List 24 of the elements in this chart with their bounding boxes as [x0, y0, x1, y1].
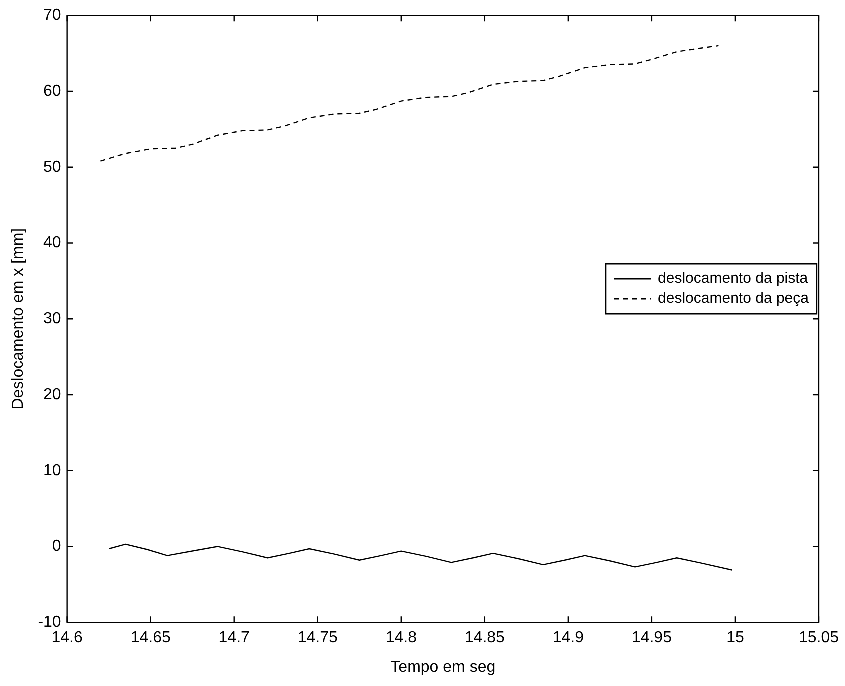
y-tick-label: 50	[44, 158, 62, 176]
x-tick-label: 14.9	[552, 630, 584, 647]
x-axis-title: Tempo em seg	[390, 658, 496, 676]
y-tick-label: 10	[44, 462, 62, 480]
x-tick-label: 14.6	[52, 630, 83, 647]
y-tick-label: 70	[44, 7, 62, 24]
x-tick-label: 14.7	[218, 630, 250, 647]
x-tick-label: 15.05	[798, 630, 840, 647]
x-tick-label: 15	[726, 630, 744, 647]
x-tick-label: 14.8	[386, 630, 418, 647]
x-tick-label: 14.95	[632, 630, 672, 647]
y-tick-label: 0	[52, 538, 62, 556]
y-tick-label: 30	[44, 310, 62, 328]
legend-label: deslocamento da pista	[658, 270, 809, 288]
x-tick-label: 14.65	[130, 630, 171, 647]
line-series	[100, 45, 720, 162]
y-tick-label: 20	[44, 386, 62, 404]
y-tick-label: -10	[38, 614, 62, 632]
y-axis-title: Deslocamento em x [mm]	[10, 228, 28, 410]
x-tick-label: 14.85	[464, 630, 506, 647]
y-tick-label: 40	[44, 234, 62, 252]
legend-label: deslocamento da peça	[658, 290, 810, 308]
y-tick-label: 60	[44, 82, 62, 100]
x-tick-label: 14.75	[298, 630, 338, 647]
